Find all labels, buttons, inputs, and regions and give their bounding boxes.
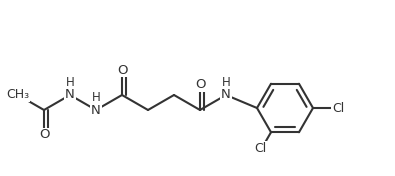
Text: O: O [196, 78, 206, 92]
Text: O: O [118, 64, 128, 77]
Text: O: O [40, 128, 50, 142]
Text: N: N [221, 89, 231, 102]
Text: H: H [92, 91, 100, 104]
Text: H: H [222, 76, 230, 89]
Text: N: N [65, 89, 75, 102]
Text: N: N [91, 103, 101, 117]
Text: CH₃: CH₃ [6, 89, 30, 102]
Text: Cl: Cl [254, 142, 266, 155]
Text: Cl: Cl [332, 102, 344, 115]
Text: H: H [66, 76, 74, 89]
